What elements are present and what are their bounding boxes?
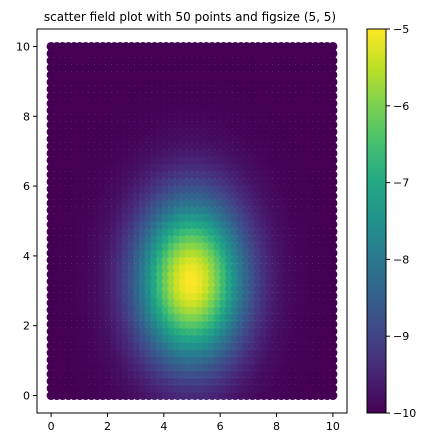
x-tick-label: 4 (160, 420, 167, 433)
chart-title: scatter field plot with 50 points and fi… (44, 10, 336, 24)
colorbar-tick-label: −5 (393, 23, 409, 36)
y-tick-label: 4 (23, 250, 30, 263)
x-tick-label: 2 (104, 420, 111, 433)
plot-area: 0 2 4 6 8 10 0 2 4 6 8 10 (16, 29, 347, 433)
y-tick-label: 10 (16, 40, 30, 53)
colorbar-gradient (367, 29, 386, 413)
colorbar: −5 −6 −7 −8 −9 −10 (367, 23, 416, 420)
colorbar-tick-label: −6 (393, 100, 409, 113)
y-tick-label: 8 (23, 110, 30, 123)
x-axis: 0 2 4 6 8 10 (48, 413, 340, 433)
y-axis: 0 2 4 6 8 10 (16, 40, 37, 402)
scatter-point (328, 42, 337, 51)
colorbar-tick-label: −8 (393, 253, 409, 266)
y-tick-label: 0 (23, 390, 30, 403)
colorbar-ticks: −5 −6 −7 −8 −9 −10 (386, 23, 416, 420)
colorbar-tick-label: −10 (393, 407, 416, 420)
y-tick-label: 6 (23, 180, 30, 193)
x-tick-label: 10 (326, 420, 340, 433)
colorbar-tick-label: −7 (393, 177, 409, 190)
x-tick-label: 6 (217, 420, 224, 433)
x-tick-label: 0 (48, 420, 55, 433)
x-tick-label: 8 (273, 420, 280, 433)
colorbar-tick-label: −9 (393, 330, 409, 343)
y-tick-label: 2 (23, 320, 30, 333)
